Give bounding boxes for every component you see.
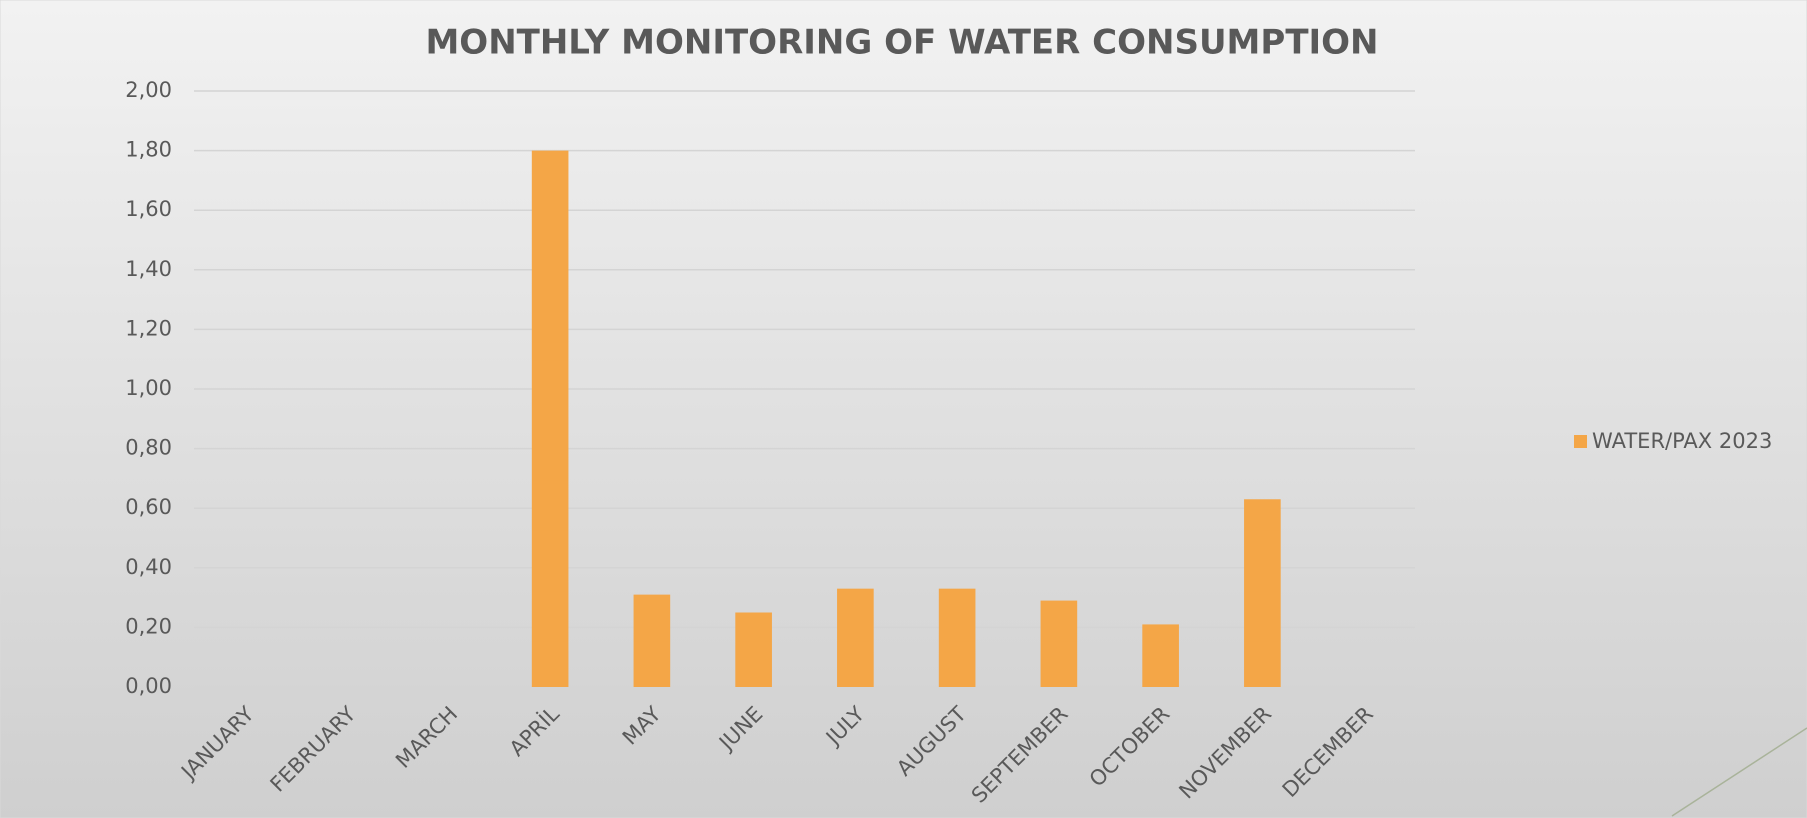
chart-title: MONTHLY MONITORING OF WATER CONSUMPTION: [425, 23, 1378, 63]
bar: [1142, 624, 1179, 687]
y-tick-label: 1,20: [125, 316, 172, 340]
y-tick-label: 1,60: [125, 197, 172, 221]
y-tick-label: 0,60: [125, 495, 172, 519]
bar: [837, 588, 874, 687]
bar: [938, 588, 976, 687]
bar: [633, 594, 671, 687]
decoration: [1671, 727, 1807, 817]
y-tick-label: 1,40: [125, 257, 172, 281]
bar: [531, 150, 569, 688]
y-tick-label: 2,00: [125, 78, 172, 102]
bar: [1040, 600, 1078, 687]
y-tick-label: 0,00: [125, 674, 172, 698]
bar: [735, 612, 772, 687]
y-tick-label: 0,80: [125, 436, 172, 460]
y-tick-label: 0,20: [125, 614, 172, 638]
bar: [1244, 499, 1281, 687]
y-tick-label: 0,40: [125, 555, 172, 579]
legend-swatch: [1574, 435, 1587, 448]
y-tick-label: 1,00: [125, 376, 172, 400]
legend-label: WATER/PAX 2023: [1592, 429, 1772, 453]
y-tick-label: 1,80: [125, 138, 172, 162]
